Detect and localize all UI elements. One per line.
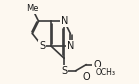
Text: O: O [82, 72, 90, 82]
Text: O: O [93, 60, 101, 70]
Text: S: S [61, 66, 67, 76]
Text: Me: Me [26, 4, 39, 13]
Text: S: S [39, 41, 45, 51]
Text: OCH₃: OCH₃ [96, 68, 116, 77]
Text: N: N [67, 41, 74, 51]
Text: N: N [60, 16, 68, 26]
